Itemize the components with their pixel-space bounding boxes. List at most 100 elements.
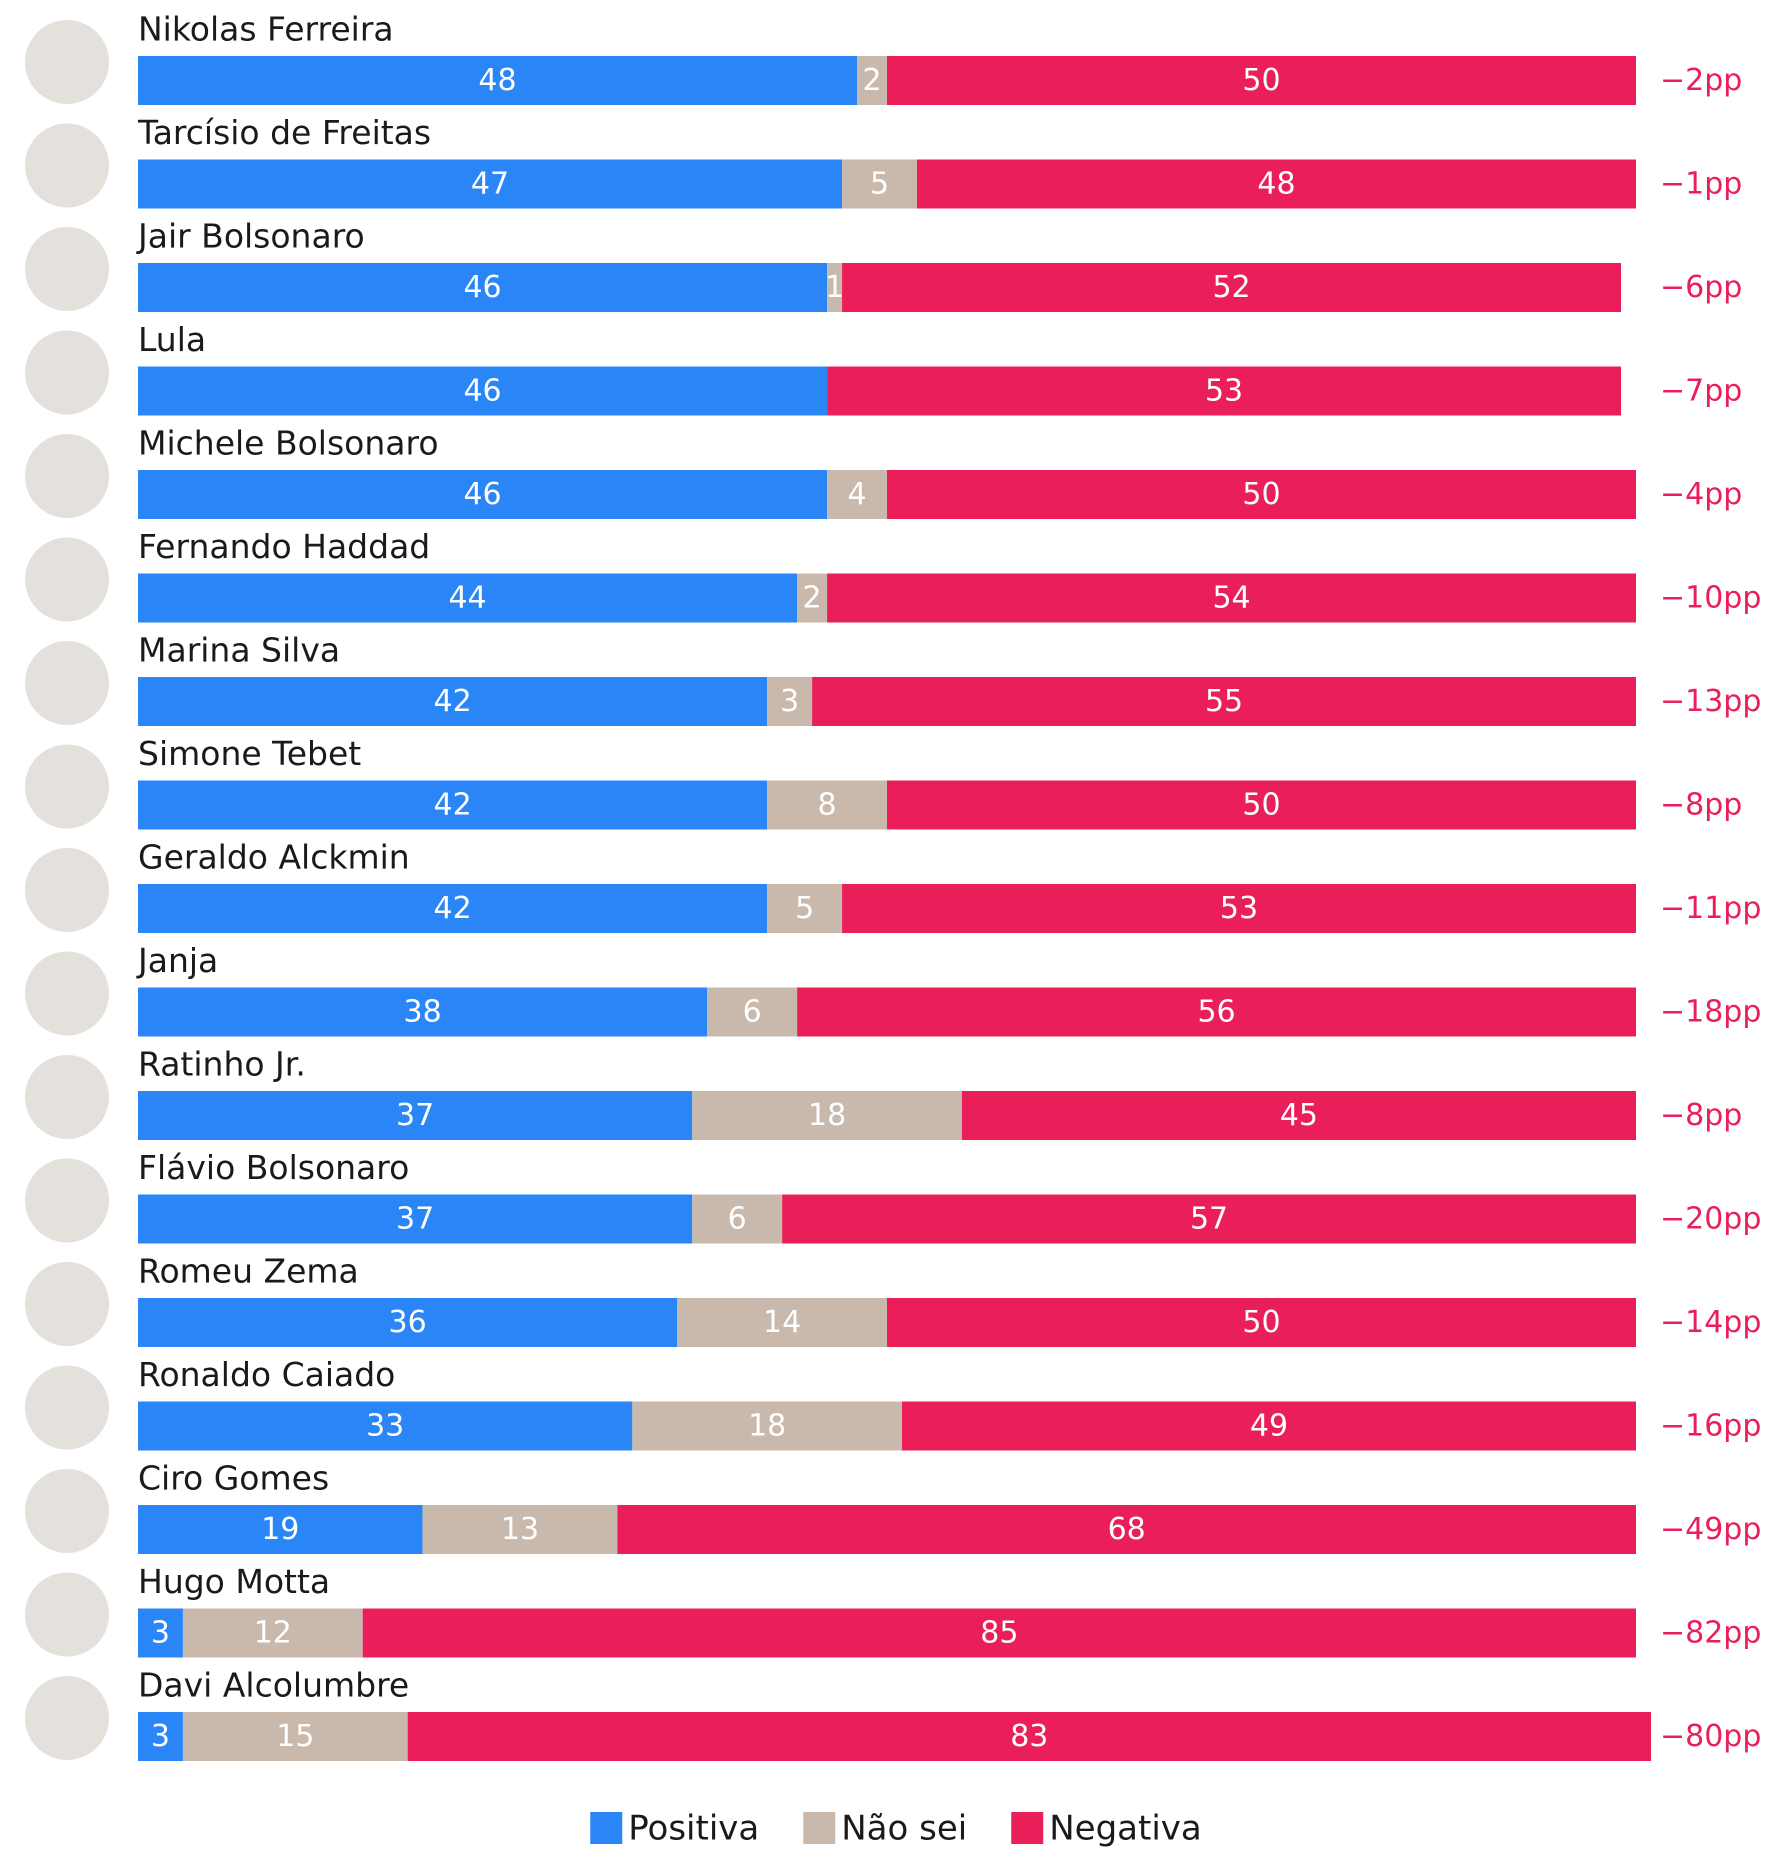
- value-label: 83: [1010, 1719, 1048, 1754]
- category-label: Tarcísio de Freitas: [137, 113, 431, 152]
- value-label: 36: [389, 1305, 427, 1340]
- difference-label: −20pp: [1660, 1202, 1761, 1237]
- value-label: 42: [433, 891, 471, 926]
- value-label: 13: [501, 1512, 539, 1547]
- value-label: 49: [1250, 1409, 1288, 1444]
- value-label: 4: [847, 477, 866, 512]
- value-label: 50: [1242, 788, 1280, 823]
- value-label: 53: [1205, 374, 1243, 409]
- value-label: 68: [1108, 1512, 1146, 1547]
- value-label: 19: [261, 1512, 299, 1547]
- difference-label: −80pp: [1660, 1719, 1761, 1754]
- value-label: 52: [1212, 270, 1250, 305]
- value-label: 54: [1212, 581, 1250, 616]
- avatar: [25, 1159, 109, 1243]
- avatar: [25, 641, 109, 725]
- value-label: 44: [448, 581, 486, 616]
- difference-label: −2pp: [1660, 63, 1742, 98]
- avatar: [25, 538, 109, 622]
- value-label: 46: [463, 374, 501, 409]
- avatar: [25, 1469, 109, 1553]
- category-label: Geraldo Alckmin: [138, 838, 410, 877]
- value-label: 2: [862, 63, 881, 98]
- difference-label: −8pp: [1660, 1098, 1742, 1133]
- difference-label: −82pp: [1660, 1616, 1761, 1651]
- category-label: Michele Bolsonaro: [138, 424, 439, 463]
- category-label: Davi Alcolumbre: [138, 1666, 409, 1705]
- legend-swatch: [1011, 1812, 1043, 1844]
- avatar: [25, 1573, 109, 1657]
- avatar: [25, 1055, 109, 1139]
- avatar: [25, 1676, 109, 1760]
- legend-swatch: [590, 1812, 622, 1844]
- value-label: 50: [1242, 63, 1280, 98]
- value-label: 42: [433, 684, 471, 719]
- category-label: Ciro Gomes: [138, 1459, 329, 1498]
- category-label: Hugo Motta: [138, 1562, 330, 1601]
- avatar: [25, 124, 109, 208]
- value-label: 5: [870, 167, 889, 202]
- value-label: 47: [471, 167, 509, 202]
- avatar: [25, 20, 109, 104]
- value-label: 18: [808, 1098, 846, 1133]
- legend-label: Positiva: [628, 1809, 759, 1849]
- value-label: 2: [803, 581, 822, 616]
- value-label: 6: [728, 1202, 747, 1237]
- difference-label: −4pp: [1660, 477, 1742, 512]
- value-label: 46: [463, 270, 501, 305]
- value-label: 48: [478, 63, 516, 98]
- value-label: 1: [825, 270, 844, 305]
- avatar: [25, 227, 109, 311]
- legend-label: Negativa: [1049, 1809, 1202, 1849]
- difference-label: −6pp: [1660, 270, 1742, 305]
- value-label: 45: [1280, 1098, 1318, 1133]
- value-label: 14: [763, 1305, 801, 1340]
- value-label: 55: [1205, 684, 1243, 719]
- avatar: [25, 745, 109, 829]
- value-label: 37: [396, 1098, 434, 1133]
- category-label: Romeu Zema: [138, 1252, 359, 1291]
- category-label: Marina Silva: [138, 631, 340, 670]
- legend-label: Não sei: [841, 1809, 967, 1849]
- value-label: 50: [1242, 477, 1280, 512]
- category-label: Fernando Haddad: [138, 527, 430, 566]
- value-label: 3: [151, 1616, 170, 1651]
- difference-label: −7pp: [1660, 374, 1742, 409]
- avatar: [25, 1262, 109, 1346]
- value-label: 3: [151, 1719, 170, 1754]
- avatar: [25, 848, 109, 932]
- legend-swatch: [803, 1812, 835, 1844]
- category-label: Flávio Bolsonaro: [138, 1148, 409, 1187]
- difference-label: −11pp: [1660, 891, 1761, 926]
- difference-label: −13pp: [1660, 684, 1761, 719]
- value-label: 5: [795, 891, 814, 926]
- value-label: 53: [1220, 891, 1258, 926]
- category-label: Lula: [138, 320, 206, 359]
- difference-label: −14pp: [1660, 1305, 1761, 1340]
- category-label: Nikolas Ferreira: [138, 10, 394, 49]
- value-label: 3: [780, 684, 799, 719]
- difference-label: −10pp: [1660, 581, 1761, 616]
- value-label: 12: [254, 1616, 292, 1651]
- value-label: 50: [1242, 1305, 1280, 1340]
- difference-label: −16pp: [1660, 1409, 1761, 1444]
- category-label: Janja: [136, 941, 218, 980]
- category-label: Ronaldo Caiado: [138, 1355, 395, 1394]
- avatar: [25, 1366, 109, 1450]
- value-label: 6: [743, 995, 762, 1030]
- value-label: 42: [433, 788, 471, 823]
- category-label: Jair Bolsonaro: [136, 217, 365, 256]
- chart: Nikolas Ferreira48250−2ppTarcísio de Fre…: [0, 0, 1780, 1869]
- value-label: 15: [276, 1719, 314, 1754]
- value-label: 18: [748, 1409, 786, 1444]
- avatar: [25, 331, 109, 415]
- value-label: 46: [463, 477, 501, 512]
- category-label: Simone Tebet: [138, 734, 361, 773]
- avatar: [25, 952, 109, 1036]
- category-label: Ratinho Jr.: [138, 1045, 306, 1084]
- difference-label: −49pp: [1660, 1512, 1761, 1547]
- avatar: [25, 434, 109, 518]
- difference-label: −8pp: [1660, 788, 1742, 823]
- value-label: 56: [1197, 995, 1235, 1030]
- value-label: 8: [818, 788, 837, 823]
